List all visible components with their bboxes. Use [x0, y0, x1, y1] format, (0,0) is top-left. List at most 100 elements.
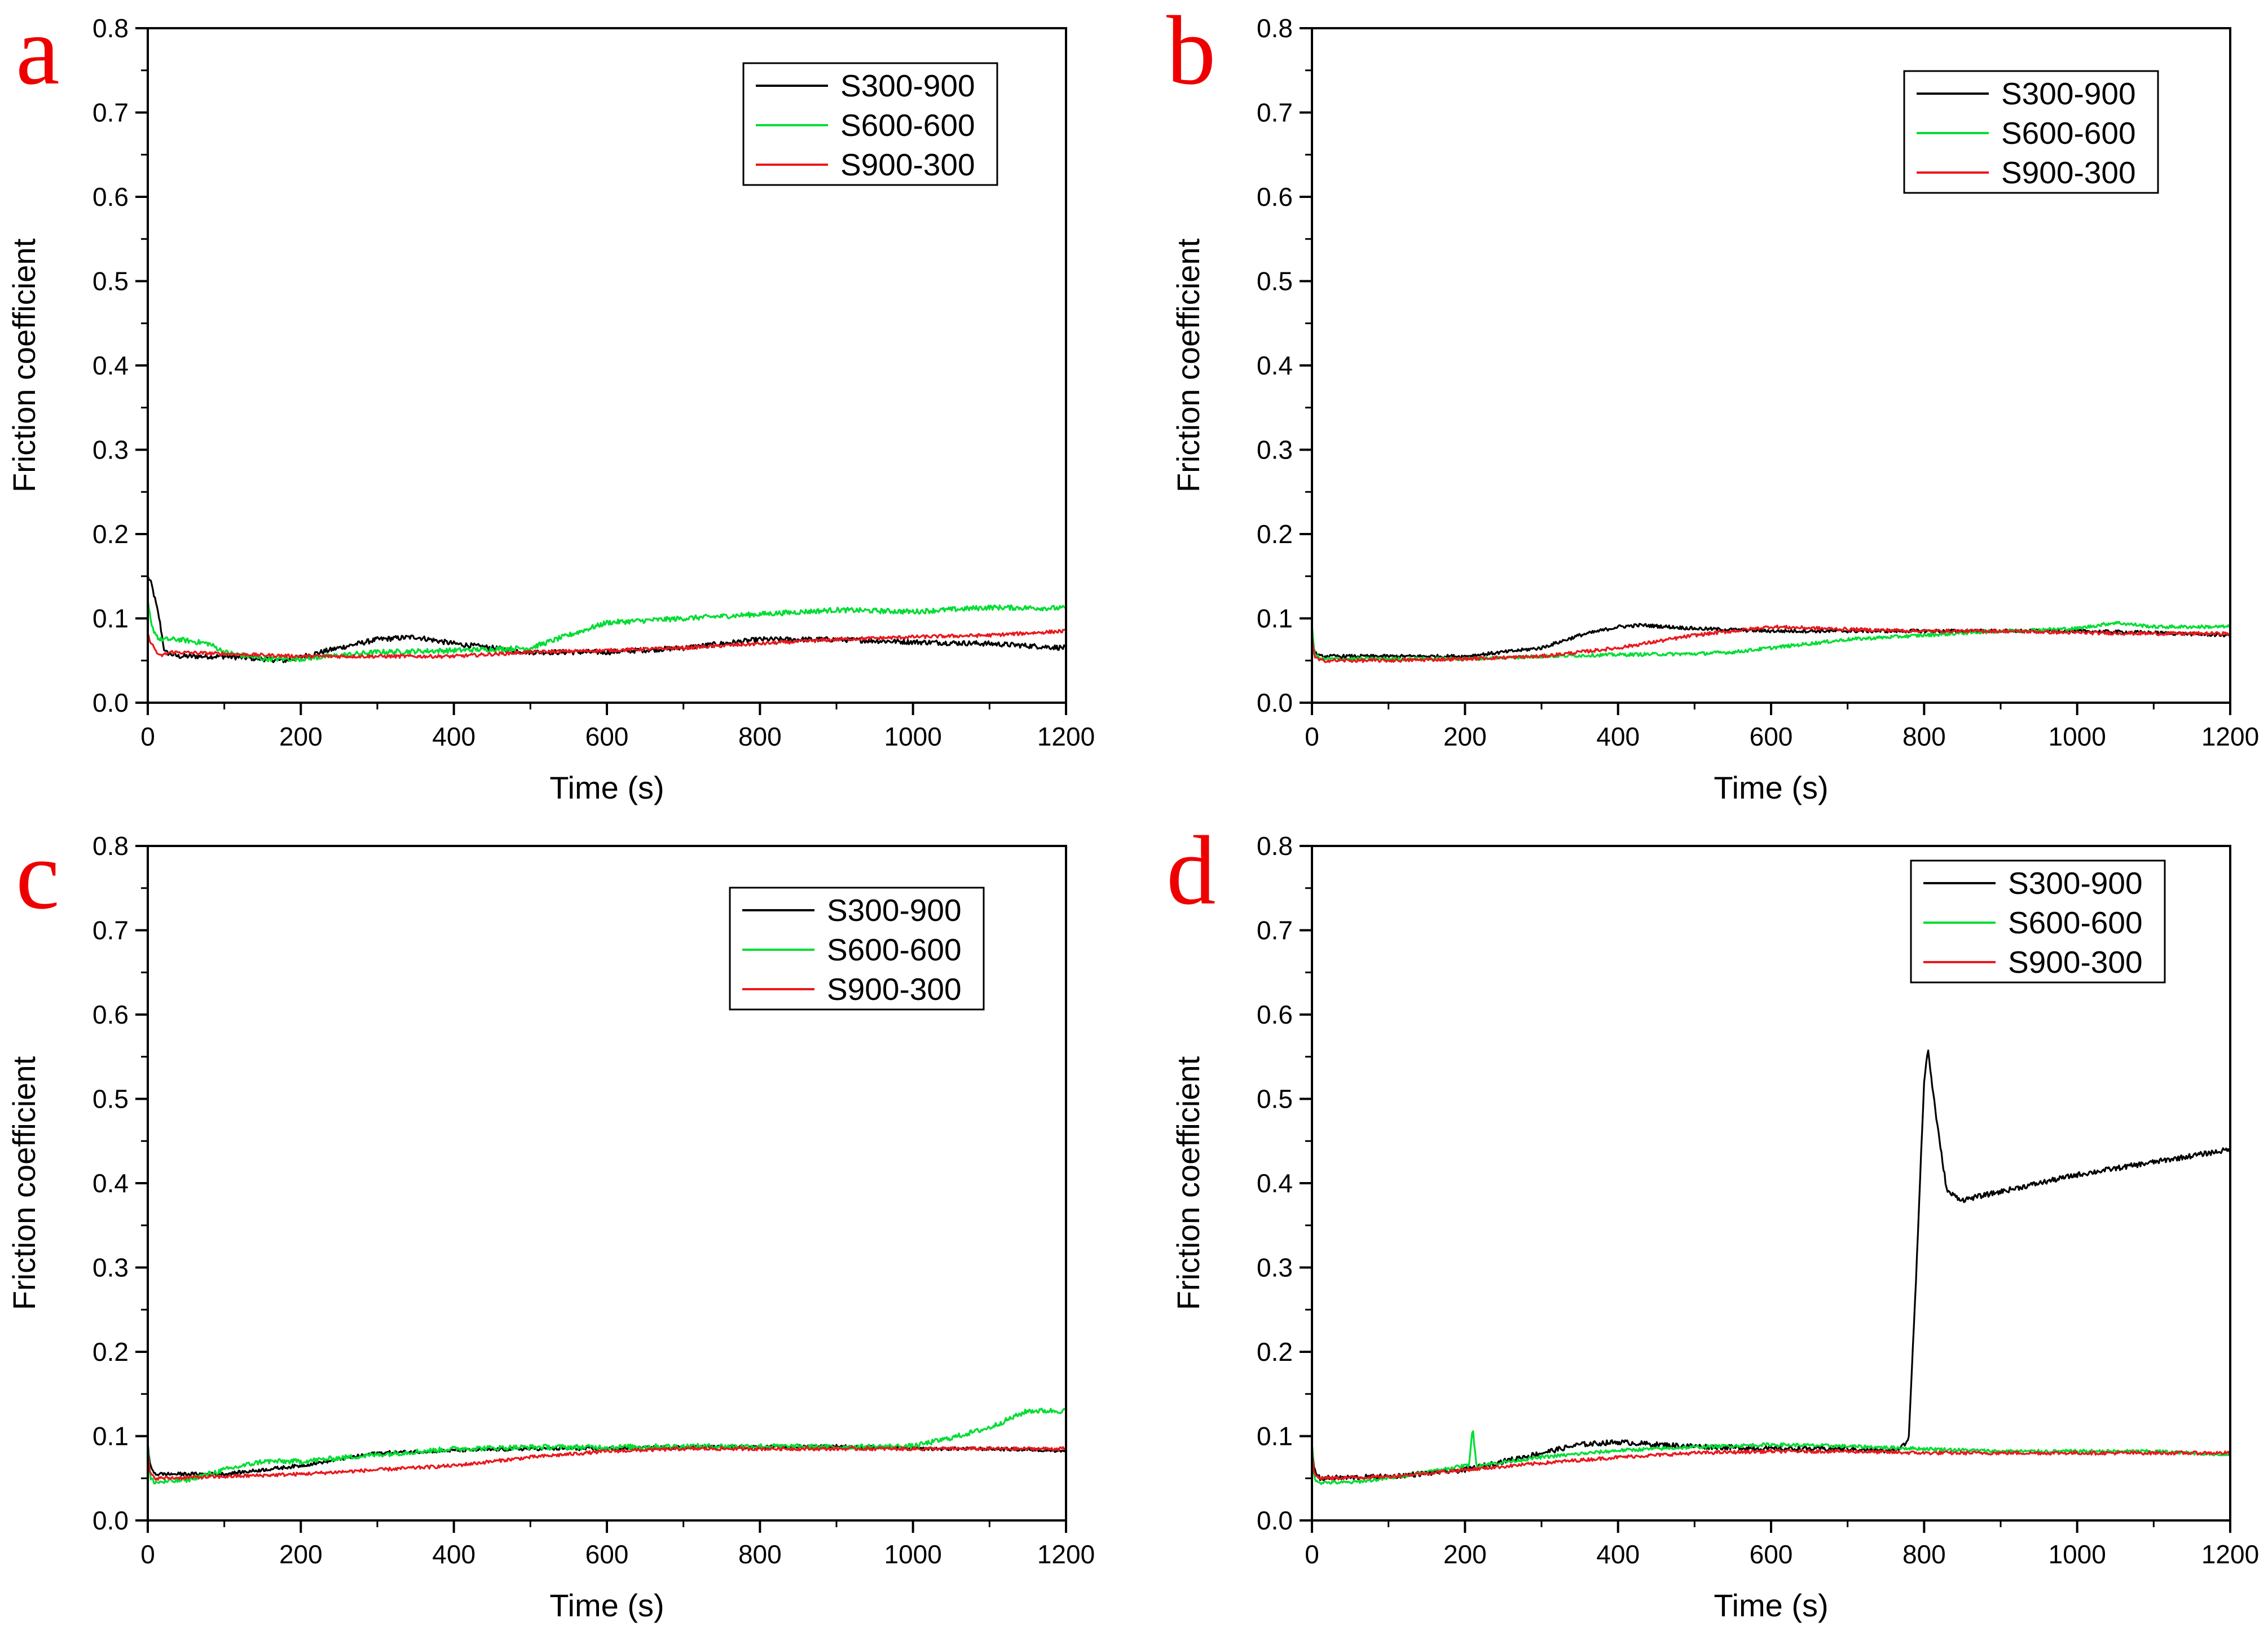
y-tick-label: 0.4 [93, 351, 129, 380]
y-axis-title: Friction coefficient [1170, 1056, 1206, 1310]
legend-label: S900-300 [840, 147, 975, 182]
panel-d: 0.0 0.1 0.2 0.3 0.4 0.5 0.6 0.7 0.8 0 200 400 600 800… [1166, 815, 2259, 1623]
y-tick-label: 0.0 [93, 1506, 129, 1535]
legend-label: S300-900 [840, 68, 975, 103]
x-tick-label: 800 [738, 1540, 782, 1569]
series-line-s900-300 [1312, 624, 2230, 663]
y-tick-label: 0.8 [1257, 14, 1293, 43]
y-tick-label: 0.6 [93, 182, 129, 211]
x-tick-label: 0 [140, 722, 155, 751]
series-line-s900-300 [1312, 1448, 2230, 1481]
legend-label: S600-600 [2001, 116, 2136, 151]
legend-label: S300-900 [827, 893, 962, 928]
legend-label: S300-900 [2008, 866, 2143, 901]
y-tick-label: 0.5 [93, 1084, 129, 1114]
y-tick-label: 0.7 [1257, 98, 1293, 127]
y-tick-label: 0.6 [1257, 182, 1293, 211]
y-tick-label: 0.8 [93, 14, 129, 43]
y-tick-label: 0.1 [93, 1422, 129, 1451]
y-tick-label: 0.5 [1257, 1084, 1293, 1114]
y-tick-label: 0.0 [93, 688, 129, 717]
x-tick-label: 600 [585, 1540, 629, 1569]
x-tick-label: 800 [1903, 722, 1946, 751]
panel-c: 0.0 0.1 0.2 0.3 0.4 0.5 0.6 0.7 0.8 0 200 400 600 800… [6, 820, 1095, 1623]
y-axis-title: Friction coefficient [1170, 238, 1206, 492]
x-tick-label: 0 [1305, 722, 1319, 751]
x-axis-title: Time (s) [1714, 1588, 1828, 1623]
y-tick-label: 0.6 [1257, 1000, 1293, 1029]
x-axis-title: Time (s) [1714, 770, 1828, 805]
x-tick-label: 1000 [2048, 1540, 2106, 1569]
y-tick-label: 0.7 [1257, 916, 1293, 945]
y-tick-label: 0.1 [1257, 604, 1293, 633]
x-axis-title: Time (s) [549, 770, 664, 805]
x-tick-label: 400 [432, 1540, 475, 1569]
panel-letter: d [1166, 815, 1216, 925]
y-tick-label: 0.2 [93, 1337, 129, 1366]
legend: S300-900 S600-600 S900-300 [1910, 859, 2166, 984]
y-tick-label: 0.3 [93, 435, 129, 465]
x-tick-label: 1000 [2048, 722, 2106, 751]
panel-letter: c [16, 820, 60, 929]
y-tick-label: 0.0 [1257, 688, 1293, 717]
legend: S300-900 S600-600 S900-300 [1903, 70, 2159, 194]
y-tick-label: 0.6 [93, 1000, 129, 1029]
y-tick-label: 0.5 [1257, 267, 1293, 296]
series-group [148, 575, 1066, 663]
y-axis-title: Friction coefficient [6, 1056, 42, 1310]
x-tick-label: 400 [1596, 722, 1640, 751]
y-tick-label: 0.7 [93, 916, 129, 945]
y-tick-label: 0.4 [1257, 351, 1293, 380]
panel-letter: b [1166, 0, 1216, 105]
x-tick-label: 200 [279, 1540, 323, 1569]
series-line-s600-600 [148, 599, 1066, 663]
series-group [148, 1408, 1066, 1485]
x-tick-label: 200 [1443, 722, 1487, 751]
panel-a: 0.0 0.1 0.2 0.3 0.4 0.5 0.6 0.7 0.8 0 200 400 600 800… [6, 0, 1095, 805]
legend-label: S600-600 [840, 108, 975, 143]
x-tick-label: 1200 [1037, 1540, 1095, 1569]
y-tick-label: 0.0 [1257, 1506, 1293, 1535]
y-tick-label: 0.2 [1257, 1337, 1293, 1366]
legend: S300-900 S600-600 S900-300 [729, 887, 985, 1011]
x-tick-label: 1000 [884, 722, 941, 751]
y-tick-label: 0.3 [1257, 435, 1293, 465]
series-line-s300-900 [148, 575, 1066, 663]
legend-label: S300-900 [2001, 76, 2136, 111]
series-line-s300-900 [1312, 1049, 2230, 1482]
x-tick-label: 600 [1750, 722, 1793, 751]
y-tick-label: 0.7 [93, 98, 129, 127]
x-tick-label: 1200 [2201, 722, 2259, 751]
panel-letter: a [16, 0, 60, 105]
series-line-s600-600 [148, 1408, 1066, 1485]
x-tick-label: 200 [1443, 1540, 1487, 1569]
y-tick-label: 0.2 [93, 519, 129, 549]
x-tick-label: 1200 [2201, 1540, 2259, 1569]
x-tick-label: 200 [279, 722, 323, 751]
x-tick-label: 400 [1596, 1540, 1640, 1569]
series-line-s300-900 [1312, 623, 2230, 659]
x-tick-label: 0 [140, 1540, 155, 1569]
x-tick-label: 1200 [1037, 722, 1095, 751]
legend-label: S600-600 [2008, 905, 2143, 940]
x-tick-label: 600 [585, 722, 629, 751]
legend: S300-900 S600-600 S900-300 [742, 62, 998, 186]
y-tick-label: 0.1 [1257, 1422, 1293, 1451]
y-axis-title: Friction coefficient [6, 238, 42, 492]
y-tick-label: 0.1 [93, 604, 129, 633]
y-tick-label: 0.4 [1257, 1169, 1293, 1198]
x-tick-label: 600 [1750, 1540, 1793, 1569]
legend-label: S600-600 [827, 932, 962, 967]
x-tick-label: 400 [432, 722, 475, 751]
y-tick-label: 0.5 [93, 267, 129, 296]
legend-label: S900-300 [827, 972, 962, 1007]
series-line-s600-600 [1312, 1430, 2230, 1485]
series-group [1312, 620, 2230, 663]
x-tick-label: 0 [1305, 1540, 1319, 1569]
series-line-s900-300 [148, 628, 1066, 659]
x-axis-title: Time (s) [549, 1588, 664, 1623]
y-tick-label: 0.8 [1257, 831, 1293, 861]
y-tick-label: 0.8 [93, 831, 129, 861]
x-tick-label: 800 [738, 722, 782, 751]
